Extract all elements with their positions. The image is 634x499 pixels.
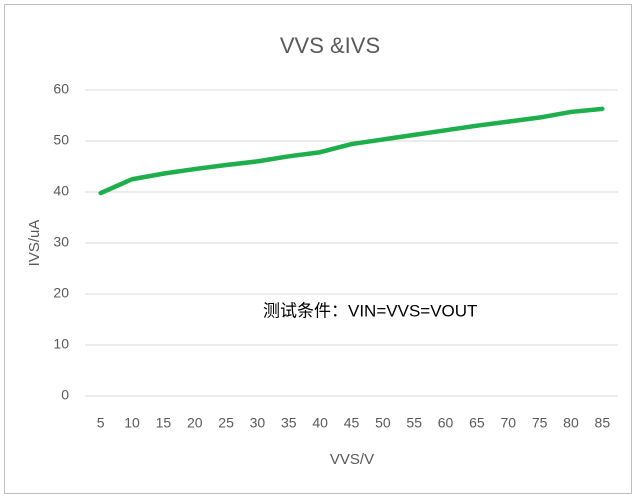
- data-line: [98, 106, 605, 196]
- x-tick-label: 65: [469, 415, 485, 431]
- x-tick-label: 75: [532, 415, 548, 431]
- chart-border: [4, 4, 632, 494]
- x-tick-label: 70: [500, 415, 516, 431]
- x-axis-label: VVS/V: [330, 451, 374, 468]
- y-tick-label: 10: [53, 336, 69, 352]
- x-tick-label: 85: [595, 415, 611, 431]
- y-tick-label: 50: [53, 132, 69, 148]
- y-tick-label: 30: [53, 234, 69, 250]
- x-tick-label: 35: [281, 415, 297, 431]
- x-tick-label: 40: [312, 415, 328, 431]
- x-tick-label: 55: [406, 415, 422, 431]
- annotation: 测试条件：VIN=VVS=VOUT: [263, 301, 477, 320]
- x-tick-label: 80: [563, 415, 579, 431]
- x-tick-label: 30: [250, 415, 266, 431]
- y-tick-label: 0: [61, 387, 69, 403]
- x-tick-label: 5: [97, 415, 105, 431]
- x-tick-label: 45: [344, 415, 360, 431]
- x-tick-label: 60: [438, 415, 454, 431]
- y-tick-label: 20: [53, 285, 69, 301]
- y-tick-label: 60: [53, 81, 69, 97]
- y-tick-label: 40: [53, 183, 69, 199]
- chart-title: VVS &IVS: [280, 33, 380, 58]
- x-tick-label: 25: [218, 415, 234, 431]
- x-tick-label: 15: [156, 415, 172, 431]
- x-tick-label: 50: [375, 415, 391, 431]
- y-axis-label: IVS/uA: [26, 220, 43, 267]
- x-tick-label: 10: [124, 415, 140, 431]
- x-tick-label: 20: [187, 415, 203, 431]
